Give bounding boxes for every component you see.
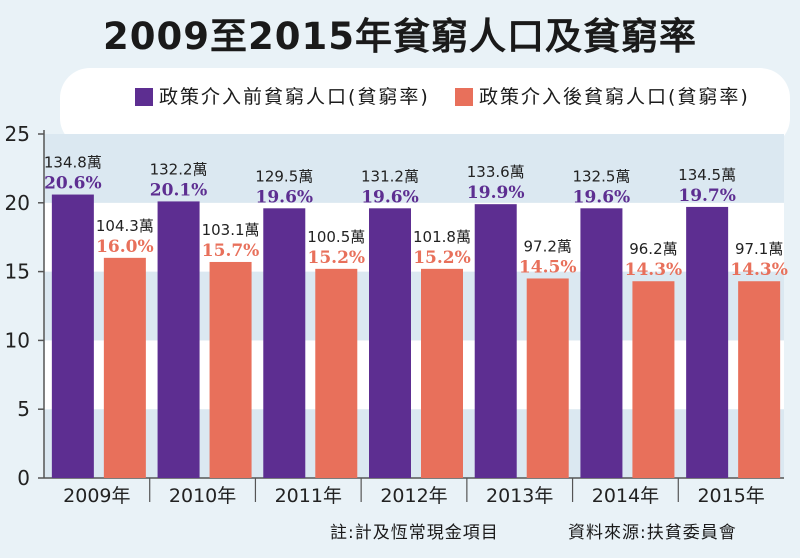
rate-label: 19.9% bbox=[467, 183, 525, 203]
y-tick-label: 5 bbox=[17, 397, 30, 421]
bar bbox=[51, 194, 94, 478]
rate-label: 15.7% bbox=[202, 241, 260, 261]
population-label: 104.3萬 bbox=[96, 217, 154, 235]
legend-item-before: 政策介入前貧窮人口(貧窮率) bbox=[135, 82, 430, 109]
population-label: 96.2萬 bbox=[629, 240, 677, 258]
population-label: 97.1萬 bbox=[735, 240, 783, 258]
bar bbox=[157, 201, 200, 478]
bar bbox=[209, 261, 252, 478]
x-category-label: 2012年 bbox=[380, 485, 447, 507]
rate-label: 16.0% bbox=[96, 237, 154, 257]
population-label: 132.5萬 bbox=[572, 167, 630, 185]
legend: 政策介入前貧窮人口(貧窮率) 政策介入後貧窮人口(貧窮率) bbox=[0, 68, 800, 122]
bar bbox=[103, 257, 146, 478]
population-label: 97.2萬 bbox=[524, 237, 572, 255]
y-tick-label: 20 bbox=[5, 191, 30, 215]
x-category-label: 2009年 bbox=[63, 485, 130, 507]
x-category-label: 2014年 bbox=[592, 485, 659, 507]
bar bbox=[580, 208, 623, 478]
legend-band bbox=[60, 68, 790, 148]
population-label: 134.5萬 bbox=[678, 166, 736, 184]
legend-label-before: 政策介入前貧窮人口(貧窮率) bbox=[159, 86, 430, 108]
rate-label: 14.3% bbox=[730, 260, 788, 280]
x-category-label: 2015年 bbox=[697, 485, 764, 507]
y-tick-label: 25 bbox=[5, 122, 30, 146]
footnote: 註:計及恆常現金項目 bbox=[330, 523, 499, 543]
x-category-label: 2011年 bbox=[275, 485, 342, 507]
rate-label: 20.1% bbox=[150, 180, 208, 200]
y-tick-label: 10 bbox=[5, 328, 30, 352]
rate-label: 15.2% bbox=[308, 248, 366, 268]
legend-item-after: 政策介入後貧窮人口(貧窮率) bbox=[455, 82, 750, 109]
bar bbox=[686, 206, 729, 479]
bar bbox=[526, 278, 569, 478]
rate-label: 14.5% bbox=[519, 257, 577, 277]
rate-label: 19.6% bbox=[361, 187, 419, 207]
population-label: 129.5萬 bbox=[255, 167, 313, 185]
y-tick-label: 0 bbox=[17, 466, 30, 490]
rate-label: 20.6% bbox=[44, 174, 102, 194]
population-label: 101.8萬 bbox=[413, 228, 471, 246]
source: 資料來源:扶貧委員會 bbox=[568, 523, 737, 543]
population-label: 100.5萬 bbox=[307, 228, 365, 246]
bar bbox=[474, 204, 517, 478]
rate-label: 15.2% bbox=[413, 248, 471, 268]
population-label: 132.2萬 bbox=[150, 160, 208, 178]
legend-swatch-before bbox=[135, 88, 153, 106]
rate-label: 19.6% bbox=[256, 187, 314, 207]
population-label: 133.6萬 bbox=[467, 163, 525, 181]
legend-label-after: 政策介入後貧窮人口(貧窮率) bbox=[479, 86, 750, 108]
population-label: 134.8萬 bbox=[44, 154, 102, 172]
bar bbox=[263, 208, 306, 478]
grid-band bbox=[44, 134, 784, 203]
x-category-label: 2010年 bbox=[169, 485, 236, 507]
bar bbox=[421, 268, 463, 478]
legend-swatch-after bbox=[455, 88, 473, 106]
bar bbox=[738, 281, 781, 478]
rate-label: 14.3% bbox=[625, 260, 683, 280]
bar bbox=[315, 268, 358, 478]
rate-label: 19.6% bbox=[573, 187, 631, 207]
chart-title: 2009至2015年貧窮人口及貧窮率 bbox=[103, 15, 697, 58]
rate-label: 19.7% bbox=[678, 186, 736, 206]
bar bbox=[632, 281, 675, 478]
population-label: 131.2萬 bbox=[361, 167, 419, 185]
bar bbox=[369, 208, 411, 478]
y-tick-label: 15 bbox=[5, 260, 30, 284]
x-category-label: 2013年 bbox=[486, 485, 553, 507]
population-label: 103.1萬 bbox=[202, 221, 260, 239]
